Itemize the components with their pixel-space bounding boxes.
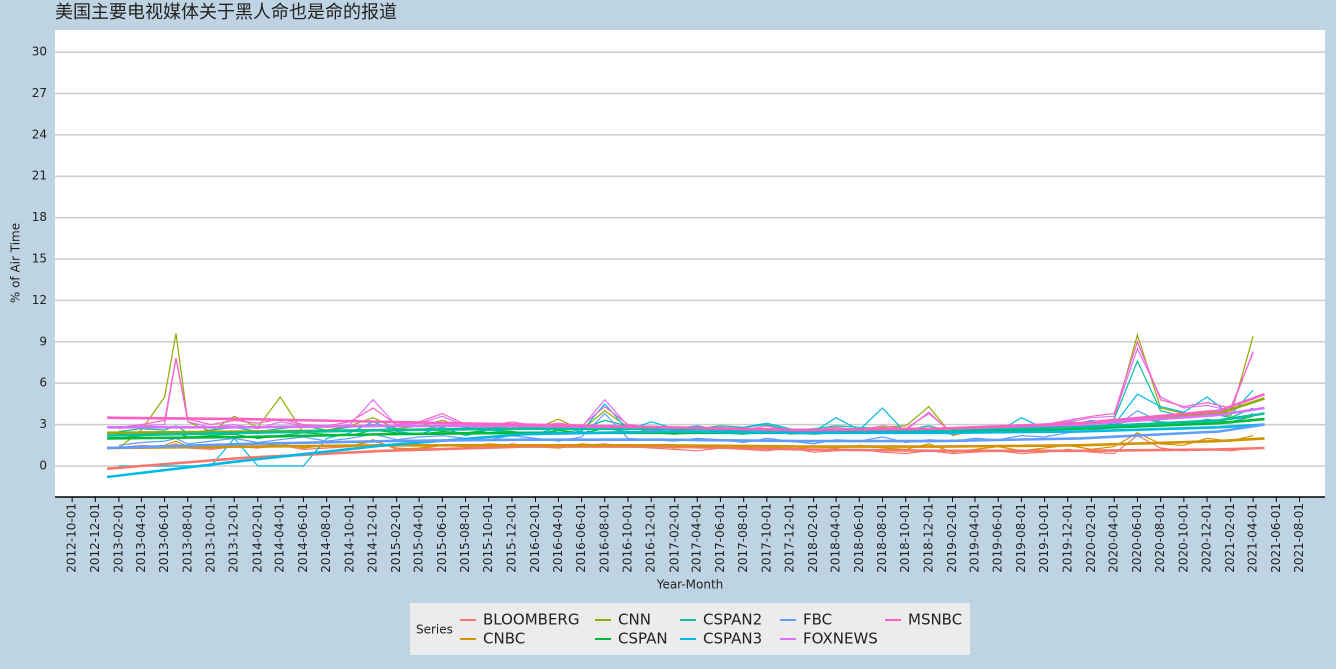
x-tick-label: 2013-06-01 (157, 503, 171, 573)
trend-line (107, 392, 1265, 432)
x-tick-label: 2021-02-01 (1223, 503, 1237, 573)
x-tick-label: 2013-02-01 (111, 503, 125, 573)
x-tick-label: 2019-12-01 (1060, 503, 1074, 573)
x-tick-label: 2018-06-01 (852, 503, 866, 573)
x-tick-label: 2018-12-01 (921, 503, 935, 573)
x-tick-label: 2013-08-01 (180, 503, 194, 573)
legend-label: MSNBC (908, 611, 962, 629)
x-tick-label: 2015-08-01 (458, 503, 472, 573)
x-tick-label: 2020-06-01 (1130, 503, 1144, 573)
x-tick-label: 2017-10-01 (759, 503, 773, 573)
x-tick-label: 2016-02-01 (528, 503, 542, 573)
x-tick-label: 2014-08-01 (319, 503, 333, 573)
legend-label: CSPAN3 (703, 630, 762, 648)
trend-line (107, 437, 1265, 450)
x-tick-label: 2015-04-01 (412, 503, 426, 573)
x-tick-label: 2015-10-01 (481, 503, 495, 573)
x-tick-label: 2017-02-01 (667, 503, 681, 573)
legend-title: Series (416, 623, 453, 637)
trend-line (106, 423, 1265, 479)
legend-label: FBC (803, 611, 832, 629)
x-tick-label: 2013-04-01 (134, 503, 148, 573)
x-tick-label: 2014-02-01 (250, 503, 264, 573)
x-tick-label: 2020-08-01 (1153, 503, 1167, 573)
y-tick-label: 9 (39, 334, 47, 348)
legend-label: CSPAN (618, 630, 668, 648)
x-tick-label: 2013-12-01 (227, 503, 241, 573)
x-tick-label: 2012-10-01 (65, 503, 79, 573)
legend-label: BLOOMBERG (483, 611, 579, 629)
x-tick-label: 2014-06-01 (296, 503, 310, 573)
x-tick-label: 2016-10-01 (620, 503, 634, 573)
x-tick-label: 2015-06-01 (435, 503, 449, 573)
x-tick-label: 2015-02-01 (389, 503, 403, 573)
x-tick-label: 2014-04-01 (273, 503, 287, 573)
x-tick-label: 2018-02-01 (806, 503, 820, 573)
x-tick-label: 2015-12-01 (504, 503, 518, 573)
y-tick-label: 18 (32, 210, 47, 224)
x-tick-label: 2016-08-01 (597, 503, 611, 573)
y-tick-label: 12 (32, 293, 47, 307)
x-tick-label: 2020-04-01 (1107, 503, 1121, 573)
x-tick-label: 2020-02-01 (1084, 503, 1098, 573)
y-axis-label: % of Air Time (9, 223, 23, 303)
x-tick-label: 2016-12-01 (644, 503, 658, 573)
x-tick-label: 2018-10-01 (898, 503, 912, 573)
trend-line (107, 423, 1265, 450)
x-tick-label: 2020-10-01 (1176, 503, 1190, 573)
x-tick-label: 2019-06-01 (991, 503, 1005, 573)
y-tick-label: 24 (32, 127, 47, 141)
x-tick-label: 2021-06-01 (1269, 503, 1283, 573)
x-tick-label: 2014-10-01 (342, 503, 356, 573)
legend-label: FOXNEWS (803, 630, 878, 648)
x-tick-label: 2021-08-01 (1292, 503, 1306, 573)
x-tick-label: 2013-10-01 (203, 503, 217, 573)
x-tick-label: 2021-04-01 (1246, 503, 1260, 573)
legend-label: CNN (618, 611, 651, 629)
y-tick-label: 21 (32, 169, 47, 183)
x-tick-label: 2017-08-01 (736, 503, 750, 573)
y-tick-label: 3 (39, 417, 47, 431)
x-tick-label: 2019-04-01 (967, 503, 981, 573)
y-tick-label: 15 (32, 252, 47, 266)
y-tick-label: 30 (32, 45, 47, 59)
x-tick-label: 2017-12-01 (783, 503, 797, 573)
chart-title: 美国主要电视媒体关于黑人命也是命的报道 (55, 2, 397, 23)
x-tick-label: 2014-12-01 (366, 503, 380, 573)
x-tick-label: 2016-04-01 (551, 503, 565, 573)
trend-line (106, 445, 1265, 470)
x-tick-label: 2019-08-01 (1014, 503, 1028, 573)
y-tick-label: 27 (32, 86, 47, 100)
legend-label: CNBC (483, 630, 525, 648)
legend-label: CSPAN2 (703, 611, 762, 629)
x-tick-label: 2019-02-01 (945, 503, 959, 573)
y-tick-label: 6 (39, 376, 47, 390)
x-tick-label: 2019-10-01 (1037, 503, 1051, 573)
x-tick-label: 2016-06-01 (574, 503, 588, 573)
x-tick-label: 2017-06-01 (713, 503, 727, 573)
y-tick-label: 0 (39, 458, 47, 472)
x-tick-label: 2012-12-01 (88, 503, 102, 573)
x-tick-label: 2017-04-01 (690, 503, 704, 573)
x-axis-label: Year-Month (656, 578, 724, 592)
x-tick-label: 2018-04-01 (829, 503, 843, 573)
x-tick-label: 2018-08-01 (875, 503, 889, 573)
x-tick-label: 2020-12-01 (1200, 503, 1214, 573)
legend-box (410, 603, 970, 655)
